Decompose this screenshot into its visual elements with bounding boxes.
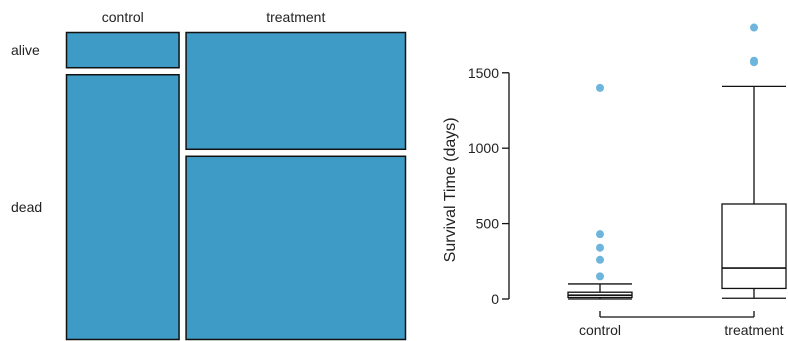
mosaic-row-label-alive: alive <box>11 42 40 58</box>
y-tick-label-1500: 1500 <box>468 65 499 81</box>
y-tick-label-1000: 1000 <box>468 140 499 156</box>
box-treatment-outlier-2 <box>750 23 758 32</box>
box-control-outlier-2 <box>596 243 604 252</box>
mosaic-column-label-control: control <box>102 9 144 25</box>
x-tick-label-treatment: treatment <box>724 322 783 338</box>
box-control-outlier-1 <box>596 255 604 264</box>
y-axis-title: Survival Time (days) <box>442 117 459 262</box>
mosaic-cell-treatment-dead <box>185 155 407 341</box>
mosaic-row-label-dead: dead <box>11 199 42 215</box>
box-control-outlier-3 <box>596 230 604 239</box>
boxplot: 0 500 1000 1500 Survival Time (days) control t… <box>442 23 787 338</box>
box-control-outlier-4 <box>596 83 604 92</box>
mosaic-cell-treatment-alive <box>185 31 407 151</box>
y-tick-label-500: 500 <box>476 216 500 232</box>
mosaic-column-label-treatment: treatment <box>266 9 325 25</box>
x-tick-label-control: control <box>579 322 621 338</box>
y-tick-label-0: 0 <box>491 291 499 307</box>
mosaic-plot: control treatment alive dead <box>11 9 407 341</box>
mosaic-cell-control-alive <box>65 31 180 69</box>
box-control-outlier-0 <box>596 272 604 281</box>
box-treatment-iqr <box>721 203 787 290</box>
box-treatment-outlier-1 <box>750 56 758 65</box>
mosaic-cell-control-dead <box>65 73 180 341</box>
